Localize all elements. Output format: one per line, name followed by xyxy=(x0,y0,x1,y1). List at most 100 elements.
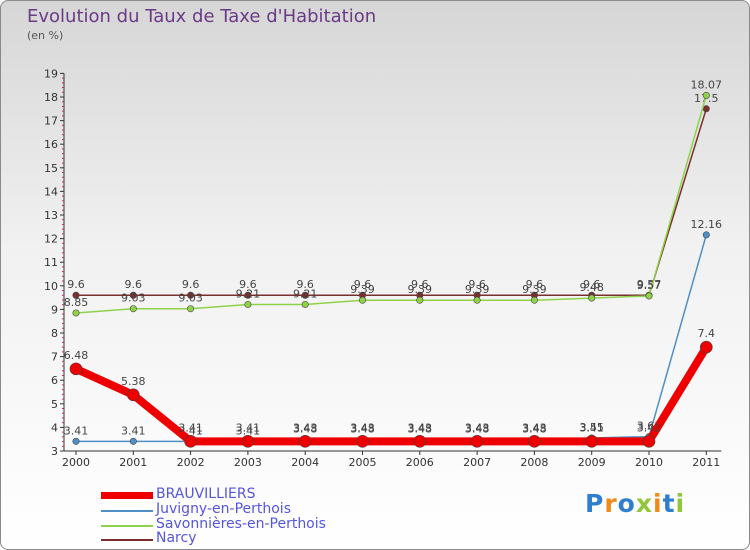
data-point xyxy=(301,300,309,308)
data-label: 9.03 xyxy=(121,292,146,305)
y-tick-label: 15 xyxy=(44,162,58,175)
legend-label: Juvigny-en-Perthois xyxy=(156,501,291,517)
data-label: 3.41 xyxy=(236,424,261,437)
data-label: 9.6 xyxy=(296,278,314,291)
data-point xyxy=(645,292,653,300)
legend-swatch xyxy=(101,492,153,499)
y-tick-label: 5 xyxy=(51,398,58,411)
logo-letter: o xyxy=(617,489,636,518)
y-tick-label: 17 xyxy=(44,115,58,128)
data-label: 3.43 xyxy=(408,421,433,434)
data-point xyxy=(301,291,309,299)
data-label: 9.6 xyxy=(125,278,143,291)
y-tick-label: 11 xyxy=(44,256,58,269)
data-label: 9.03 xyxy=(178,292,203,305)
y-tick-label: 13 xyxy=(44,209,58,222)
data-point xyxy=(413,435,427,448)
y-tick-label: 16 xyxy=(44,138,58,151)
data-point xyxy=(69,362,83,376)
data-label: 9.6 xyxy=(411,278,429,291)
data-label: 6.48 xyxy=(64,349,89,362)
data-point xyxy=(244,300,252,308)
data-label: 9.39 xyxy=(408,283,433,296)
y-tick-label: 7 xyxy=(51,351,58,364)
y-tick-label: 4 xyxy=(51,421,58,434)
y-tick-label: 3 xyxy=(51,445,58,458)
data-label: 9.6 xyxy=(67,278,85,291)
data-label: 3.48 xyxy=(408,423,433,436)
data-label: 9.6 xyxy=(468,278,486,291)
data-label: 3.48 xyxy=(350,423,375,436)
data-label: 9.21 xyxy=(293,287,318,300)
data-point xyxy=(241,435,255,448)
data-label: 3.41 xyxy=(637,421,662,434)
data-point xyxy=(129,291,137,299)
data-label: 9.6 xyxy=(182,278,200,291)
x-tick-label: 2002 xyxy=(177,456,205,469)
x-tick-label: 2001 xyxy=(119,456,147,469)
data-label: 3.43 xyxy=(350,421,375,434)
data-label: 3.43 xyxy=(293,421,318,434)
data-label: 3.48 xyxy=(293,423,318,436)
data-point xyxy=(298,435,312,448)
legend-label: Savonnières-en-Perthois xyxy=(156,516,326,532)
unit-label: (en %) xyxy=(27,29,64,42)
data-point xyxy=(702,105,710,113)
data-label: 9.39 xyxy=(465,283,490,296)
data-point xyxy=(588,294,596,302)
data-point xyxy=(470,435,484,448)
data-label: 5.38 xyxy=(121,375,146,388)
legend-label: BRAUVILLIERS xyxy=(156,486,256,502)
data-label: 3.41 xyxy=(178,421,203,434)
data-label: 3.43 xyxy=(522,421,547,434)
data-label: 7.4 xyxy=(698,327,716,340)
y-tick-label: 12 xyxy=(44,233,58,246)
proxiti-logo: Proxiti xyxy=(585,489,685,518)
y-tick-label: 8 xyxy=(51,327,58,340)
data-point xyxy=(129,437,137,445)
logo-letter: i xyxy=(675,489,686,518)
chart-title: Evolution du Taux de Taxe d'Habitation xyxy=(27,6,377,27)
data-point xyxy=(184,435,197,448)
series-line-narcy xyxy=(75,108,708,296)
data-label: 9.6 xyxy=(583,278,601,291)
x-tick-label: 2008 xyxy=(520,456,548,469)
data-label: 3.48 xyxy=(522,423,547,436)
data-label: 9.57 xyxy=(637,278,662,291)
data-point xyxy=(72,291,80,299)
x-tick-label: 2003 xyxy=(234,456,262,469)
x-tick-label: 2000 xyxy=(62,456,90,469)
logo-letter: t xyxy=(662,489,676,518)
data-point xyxy=(187,291,195,299)
data-point xyxy=(702,91,710,99)
data-label: 18.07 xyxy=(691,78,723,91)
y-tick-label: 10 xyxy=(44,280,58,293)
data-label: 9.6 xyxy=(526,278,544,291)
data-point xyxy=(356,435,369,448)
logo-letter: r xyxy=(604,489,618,518)
data-label: 3.55 xyxy=(579,421,604,434)
data-point xyxy=(416,296,424,304)
x-tick-label: 2004 xyxy=(291,456,319,469)
data-label: 9.6 xyxy=(239,278,257,291)
data-label: 9.39 xyxy=(350,283,375,296)
data-label: 3.48 xyxy=(465,423,490,436)
legend-swatch xyxy=(101,525,153,527)
x-tick-label: 2011 xyxy=(692,456,720,469)
data-point xyxy=(129,305,137,313)
data-label: 9.39 xyxy=(522,283,547,296)
data-point xyxy=(473,296,481,304)
data-label: 3.41 xyxy=(64,424,89,437)
data-label: 9.48 xyxy=(579,281,604,294)
data-label: 9.6 xyxy=(354,278,372,291)
x-tick-label: 2006 xyxy=(406,456,434,469)
data-point xyxy=(528,435,541,448)
x-tick-label: 2005 xyxy=(349,456,377,469)
data-label: 8.85 xyxy=(64,296,89,309)
logo-letter: i xyxy=(653,489,663,518)
data-point xyxy=(585,435,599,448)
data-label: 3.43 xyxy=(465,421,490,434)
data-point xyxy=(702,231,710,239)
